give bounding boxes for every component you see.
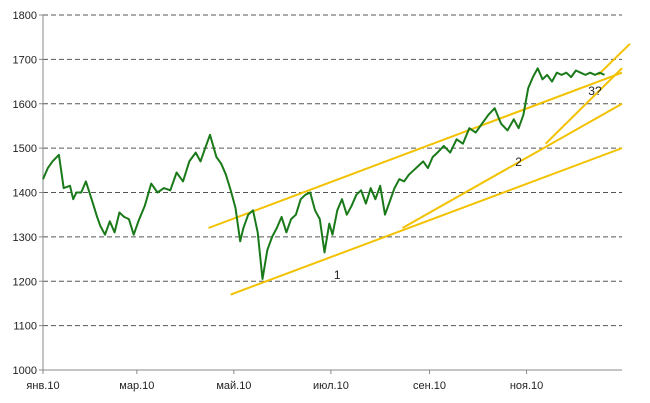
price-series-line xyxy=(42,67,605,280)
y-tick-label: 1500 xyxy=(13,143,37,155)
x-tick-label: янв.10 xyxy=(26,380,59,392)
trend-line xyxy=(401,102,623,229)
y-tick-label: 1600 xyxy=(13,99,37,111)
y-tick-label: 1400 xyxy=(13,188,37,200)
wave-label: 2 xyxy=(515,155,522,169)
trend-channel-lines xyxy=(208,43,631,296)
x-tick-label: май.10 xyxy=(216,380,251,392)
annotations: 1 2 3? xyxy=(334,84,602,282)
x-tick-label: мар.10 xyxy=(119,380,154,392)
axes xyxy=(39,14,622,374)
trend-line xyxy=(544,67,623,145)
series-layer xyxy=(42,67,605,280)
trend-line xyxy=(597,43,631,76)
trend-line xyxy=(230,147,623,296)
wave-label: 3? xyxy=(588,84,602,98)
x-tick-label: июл.10 xyxy=(313,380,349,392)
y-tick-label: 1000 xyxy=(13,365,37,377)
x-tick-label: сен.10 xyxy=(413,380,446,392)
x-tick-label: ноя.10 xyxy=(510,380,543,392)
y-tick-label: 1100 xyxy=(13,321,37,333)
gridlines xyxy=(43,14,622,327)
wave-label: 1 xyxy=(334,268,341,282)
y-tick-label: 1800 xyxy=(13,10,37,22)
y-tick-labels: 1000 1100 1200 1300 1400 1500 1600 1700 1800 xyxy=(13,10,37,377)
y-tick-label: 1700 xyxy=(13,54,37,66)
y-tick-label: 1300 xyxy=(13,232,37,244)
x-tick-labels: янв.10 мар.10 май.10 июл.10 сен.10 ноя.10 xyxy=(26,380,543,392)
y-tick-label: 1200 xyxy=(13,276,37,288)
trend-line xyxy=(208,71,623,229)
